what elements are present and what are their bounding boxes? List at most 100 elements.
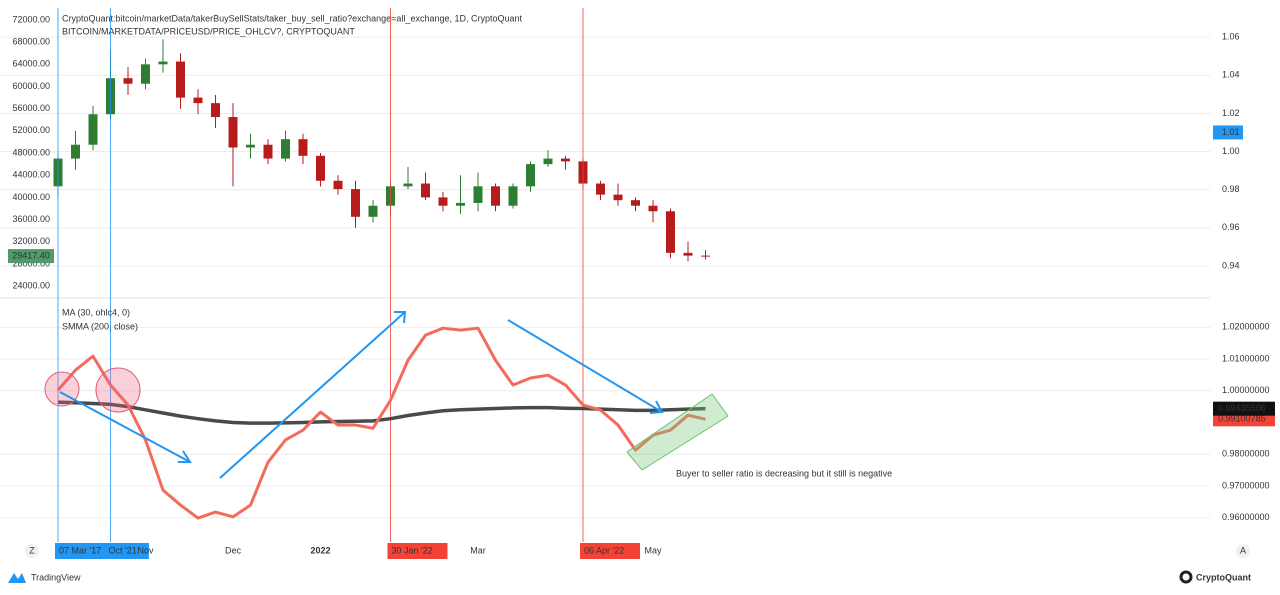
- y-tick-label: 0.98000000: [1222, 449, 1270, 459]
- candle-body: [281, 139, 290, 159]
- x-tick-label: 06 Apr '22: [584, 545, 624, 555]
- arrow: [219, 311, 407, 479]
- y-tick-label: 48000.00: [12, 147, 50, 157]
- y2-marker-box: [1213, 125, 1243, 140]
- candle-body: [403, 183, 413, 187]
- x-tick-highlight: [580, 543, 640, 559]
- candle-body: [648, 205, 658, 212]
- candle-body: [88, 114, 98, 145]
- y-tick-label: 1.01000000: [1222, 353, 1270, 363]
- corner-label[interactable]: Z: [29, 545, 35, 555]
- candle-body: [508, 186, 518, 206]
- y-tick-label: 68000.00: [12, 37, 50, 47]
- y2-tick-label: 1.06: [1222, 31, 1240, 41]
- y-tick-label: 64000.00: [12, 59, 50, 69]
- last-value-box: [1213, 401, 1275, 416]
- y-tick-label: 40000.00: [12, 192, 50, 202]
- candle-body: [491, 186, 500, 206]
- candle-body: [211, 103, 220, 118]
- y-tick-label: 72000.00: [12, 14, 50, 24]
- highlight-box: [626, 393, 729, 471]
- candle-body: [666, 211, 675, 253]
- brand-logo: [1179, 570, 1193, 584]
- y-tick-label: 36000.00: [12, 214, 50, 224]
- y2-tick-label: 0.96: [1222, 222, 1240, 232]
- y2-tick-label: 0.94: [1222, 260, 1240, 270]
- y-tick-label: 52000.00: [12, 125, 50, 135]
- candle-body: [141, 64, 150, 84]
- x-tick-label: 2022: [310, 545, 330, 555]
- candle-body: [158, 61, 168, 65]
- last-value-label: 0.99100785: [1218, 414, 1266, 424]
- candle-body: [456, 202, 465, 206]
- x-tick-highlight: [104, 543, 149, 559]
- candle-body: [193, 97, 203, 104]
- corner-button[interactable]: [1236, 544, 1250, 558]
- series-line: [56, 326, 706, 520]
- candle-body: [351, 189, 360, 217]
- candle-body: [333, 180, 343, 190]
- arrow: [507, 319, 664, 414]
- candle-body: [298, 139, 308, 156]
- x-tick-label: May: [644, 545, 662, 555]
- y2-tick-label: 1.02: [1222, 108, 1240, 118]
- candle-body: [176, 61, 185, 98]
- candle-body: [368, 205, 378, 217]
- x-tick-label: Dec: [225, 545, 242, 555]
- candle-body: [246, 144, 255, 148]
- x-tick-label: Mar: [470, 545, 486, 555]
- x-tick-label: Nov: [137, 545, 154, 555]
- annotation-text: Buyer to seller ratio is decreasing but …: [676, 468, 892, 478]
- y2-tick-label: 1.00: [1222, 146, 1240, 156]
- candle-body: [123, 78, 133, 84]
- last-value-label: 0.99435506: [1218, 403, 1266, 413]
- x-tick-label: 30 Jan '22: [392, 545, 433, 555]
- arrow: [59, 391, 192, 463]
- candle-body: [526, 164, 535, 187]
- y-tick-label: 1.02000000: [1222, 322, 1270, 332]
- y-tick-label: 56000.00: [12, 103, 50, 113]
- candle-body: [316, 155, 325, 181]
- candle-body: [596, 183, 605, 195]
- y-tick-label: 1.00000000: [1222, 385, 1270, 395]
- chart-subtitle: BITCOIN/MARKETDATA/PRICEUSD/PRICE_OHLCV?…: [62, 26, 355, 36]
- highlight-circle: [95, 367, 141, 413]
- brand[interactable]: CryptoQuant: [1196, 572, 1251, 582]
- brand-logo: [8, 573, 26, 583]
- x-tick-label: Oct '21: [109, 545, 137, 555]
- candle-body: [683, 252, 693, 256]
- candle-body: [543, 158, 553, 165]
- last-value-box: [1213, 412, 1275, 427]
- highlight-circle: [44, 371, 80, 407]
- candle-body: [613, 194, 623, 201]
- corner-button[interactable]: [25, 544, 39, 558]
- y-tick-label: 32000.00: [12, 236, 50, 246]
- y2-tick-label: 1.04: [1222, 70, 1240, 80]
- x-tick-highlight: [55, 543, 115, 559]
- x-tick-label: 07 Mar '17: [59, 545, 101, 555]
- candle-body: [561, 158, 570, 162]
- x-tick-highlight: [387, 543, 448, 559]
- legend-entry: MA (30, ohlc4, 0): [62, 307, 130, 317]
- candle-body: [71, 144, 80, 159]
- y-tick-label: 24000.00: [12, 280, 50, 290]
- chart-title: CryptoQuant:bitcoin/marketData/takerBuyS…: [62, 13, 523, 23]
- y2-marker-label: 1.01: [1222, 127, 1240, 137]
- candle-body: [473, 186, 483, 203]
- candle-body: [263, 144, 273, 159]
- candle-body: [631, 200, 640, 206]
- y2-tick-label: 0.98: [1222, 184, 1240, 194]
- y-tick-label: 60000.00: [12, 81, 50, 91]
- y-tick-label: 44000.00: [12, 170, 50, 180]
- corner-label[interactable]: A: [1240, 545, 1246, 555]
- y-tick-label: 0.97000000: [1222, 480, 1270, 490]
- y-tick-label: 28000.00: [12, 258, 50, 268]
- candle-body: [421, 183, 430, 198]
- annotations: [44, 311, 729, 479]
- last-price-label: 29417.40: [12, 250, 50, 260]
- legend-entry: SMMA (200, close): [62, 321, 138, 331]
- candle-body: [701, 255, 710, 257]
- candle-body: [438, 197, 448, 206]
- brand[interactable]: TradingView: [31, 572, 81, 582]
